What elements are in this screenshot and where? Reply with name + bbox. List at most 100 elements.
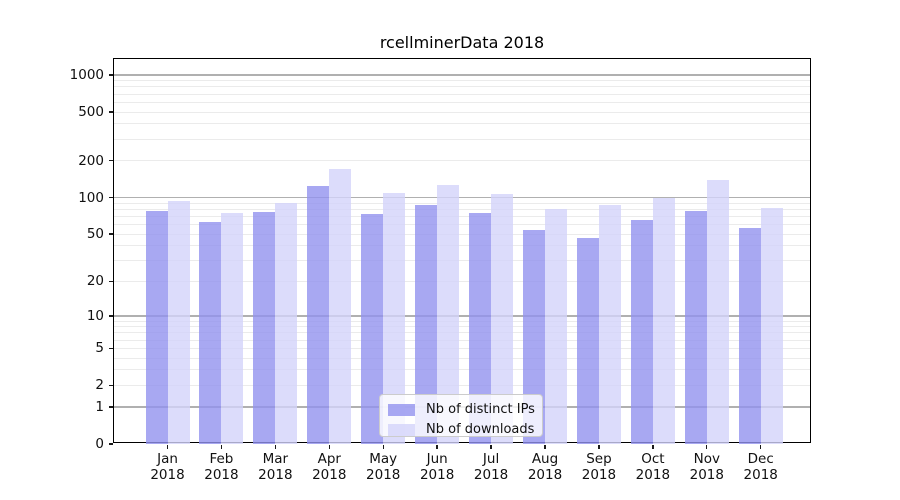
x-tick-label: Aug 2018: [527, 451, 563, 483]
gridline-minor: [114, 101, 810, 103]
x-tick-label: Nov 2018: [689, 451, 724, 483]
x-tick: [382, 445, 384, 450]
bar-downloads: [491, 194, 514, 444]
x-tick-label: Oct 2018: [635, 451, 671, 483]
bar-distinct-ips: [576, 238, 599, 444]
gridline-minor: [114, 202, 810, 204]
gridline-minor: [114, 245, 810, 247]
y-tick-label: 1000: [69, 67, 104, 84]
legend-swatch: [388, 403, 415, 416]
legend: Nb of distinct IPs Nb of downloads: [379, 394, 543, 437]
gridline-minor: [114, 223, 810, 225]
bar-downloads: [545, 208, 567, 444]
gridline-minor: [114, 123, 810, 125]
gridline-minor: [114, 339, 810, 341]
y-tick: [108, 384, 113, 387]
bar-distinct-ips: [523, 230, 545, 444]
bar-downloads: [652, 197, 675, 444]
bar-distinct-ips: [145, 211, 168, 444]
x-tick-label: Sep 2018: [581, 451, 617, 483]
gridline-minor: [114, 320, 810, 322]
bar-distinct-ips: [630, 220, 653, 444]
y-tick-label: 20: [86, 273, 104, 290]
bar-distinct-ips: [415, 204, 438, 444]
bar-distinct-ips: [684, 210, 707, 444]
y-tick: [108, 280, 113, 283]
plot-area: Nb of distinct IPs Nb of downloads 1000 5…: [70, 58, 811, 482]
x-tick-label: Dec 2018: [743, 451, 778, 483]
gridline-minor: [114, 280, 810, 282]
x-tick-label: Jun 2018: [419, 451, 455, 483]
y-tick-label: 500: [78, 104, 104, 121]
y-tick: [108, 233, 113, 235]
gridline-minor: [114, 215, 810, 217]
bar-distinct-ips: [469, 213, 492, 444]
x-tick: [166, 445, 169, 450]
y-tick-label: 200: [78, 152, 104, 169]
gridline-minor: [114, 357, 810, 359]
gridline-minor: [114, 369, 810, 371]
y-tick-label: 5: [95, 340, 104, 357]
x-tick: [544, 445, 546, 450]
bar-distinct-ips: [361, 214, 384, 444]
x-tick-label: May 2018: [366, 451, 401, 483]
y-tick: [108, 160, 113, 162]
y-tick: [108, 111, 113, 113]
x-tick: [598, 445, 600, 450]
gridline-minor: [114, 86, 810, 88]
y-tick-label: 2: [95, 377, 104, 394]
y-tick: [108, 196, 113, 199]
legend-label-downloads: Nb of downloads: [426, 422, 535, 437]
gridline-minor: [114, 233, 810, 235]
bar-distinct-ips: [738, 228, 761, 444]
gridline-minor: [114, 326, 810, 328]
bar-downloads: [437, 184, 460, 444]
y-tick: [108, 74, 113, 76]
gridline-minor: [114, 80, 810, 82]
x-tick: [436, 445, 438, 450]
bar-downloads: [706, 179, 729, 444]
y-tick-label: 50: [86, 226, 104, 243]
x-tick-label: Jul 2018: [473, 451, 509, 483]
gridline-minor: [114, 138, 810, 140]
bar-downloads: [598, 204, 621, 444]
legend-label-distinct-ips: Nb of distinct IPs: [426, 402, 535, 417]
x-tick-label: Apr 2018: [312, 451, 347, 483]
gridline-minor: [114, 208, 810, 210]
x-tick: [328, 445, 330, 450]
gridline-major: [114, 196, 810, 199]
y-tick-label: 100: [78, 189, 104, 206]
x-tick-label: Jan 2018: [150, 451, 185, 483]
y-tick: [108, 347, 113, 349]
gridline-major: [114, 74, 810, 76]
legend-item-downloads: Nb of downloads: [388, 421, 534, 438]
bar-downloads: [383, 193, 406, 444]
legend-item-distinct-ips: Nb of distinct IPs: [388, 401, 535, 418]
x-tick: [274, 445, 277, 450]
bar-distinct-ips: [199, 221, 222, 444]
x-tick: [490, 445, 492, 450]
bar-downloads: [221, 213, 244, 444]
gridline-minor: [114, 160, 810, 162]
gridline-minor: [114, 347, 810, 349]
y-tick: [108, 406, 113, 408]
x-tick: [706, 445, 708, 450]
bar-downloads: [275, 202, 298, 444]
gridline-minor: [114, 384, 810, 386]
x-tick-label: Feb 2018: [204, 451, 239, 483]
bar-distinct-ips: [253, 212, 276, 444]
bar-downloads: [167, 201, 190, 444]
gridline-major: [114, 315, 810, 317]
y-tick-label: 0: [95, 436, 104, 452]
x-tick: [652, 445, 654, 450]
chart-title: rcellminerData 2018: [379, 33, 545, 52]
x-tick-label: Mar 2018: [258, 451, 293, 483]
bar-downloads: [329, 168, 352, 444]
bar-downloads: [760, 208, 783, 444]
legend-swatch: [388, 423, 415, 436]
gridline-minor: [114, 111, 810, 113]
bar-distinct-ips: [307, 186, 330, 444]
y-tick-label: 1: [95, 398, 104, 415]
y-tick: [108, 315, 113, 317]
